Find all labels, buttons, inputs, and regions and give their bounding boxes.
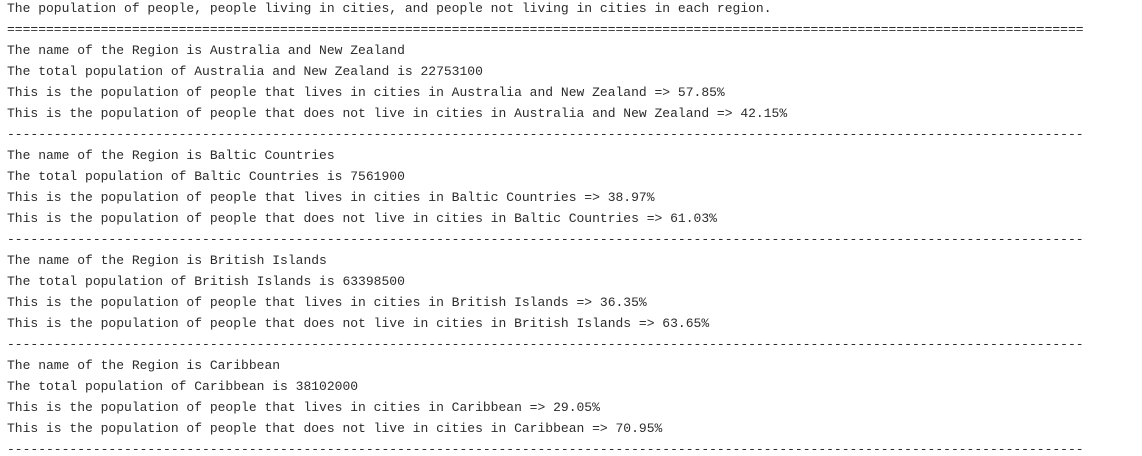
header-line: The population of people, people living … [7,1,772,16]
output-line: The total population of Caribbean is 381… [7,379,359,394]
output-line: This is the population of people that do… [7,106,788,121]
separator-line: ----------------------------------------… [7,232,1084,247]
output-line: This is the population of people that li… [7,190,655,205]
output-line: The name of the Region is Australia and … [7,43,405,58]
output-line: The name of the Region is Caribbean [7,358,281,373]
output-line: The name of the Region is British Island… [7,253,327,268]
output-line: The name of the Region is Baltic Countri… [7,148,335,163]
separator-line: ----------------------------------------… [7,127,1084,142]
output-line: This is the population of people that do… [7,316,710,331]
output-line: This is the population of people that li… [7,400,600,415]
separator-line: ========================================… [7,22,1084,37]
output-line: This is the population of people that li… [7,85,725,100]
output-line: This is the population of people that do… [7,211,717,226]
separator-line: ----------------------------------------… [7,337,1084,352]
separator-line: ----------------------------------------… [7,442,1084,456]
output-line: The total population of British Islands … [7,274,405,289]
output-line: This is the population of people that do… [7,421,663,436]
output-line: This is the population of people that li… [7,295,647,310]
output-line: The total population of Australia and Ne… [7,64,483,79]
output-line: The total population of Baltic Countries… [7,169,405,184]
